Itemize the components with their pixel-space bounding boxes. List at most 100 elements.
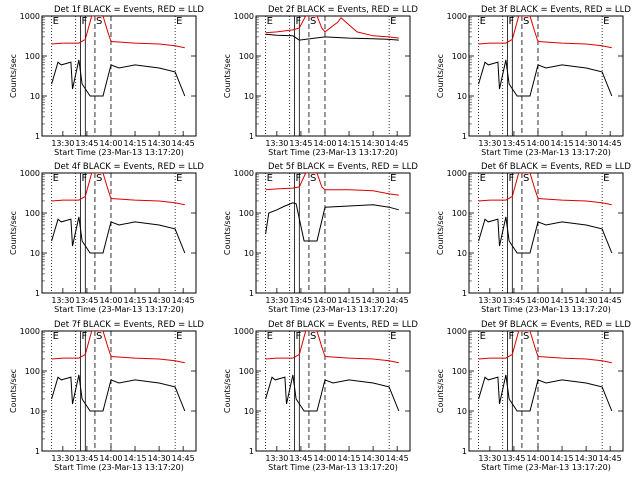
x-tick-label: 14:00 (526, 296, 549, 305)
flag-letter: F (82, 331, 88, 342)
lld-series-line (478, 16, 612, 49)
y-tick-label: 100 (25, 367, 40, 376)
events-series-line (478, 59, 613, 97)
x-tick-label: 14:30 (362, 454, 385, 463)
x-tick-label: 13:30 (265, 139, 288, 148)
plot-frame (41, 15, 197, 137)
flag-letter: E (267, 331, 273, 342)
y-tick-label: 1000 (20, 12, 40, 21)
plot-frame (468, 172, 624, 294)
y-tick-label: 1 (35, 289, 40, 298)
x-tick-label: 14:00 (526, 454, 549, 463)
flag-letter: F (296, 331, 302, 342)
y-tick-label: 10 (457, 249, 467, 258)
panel-title: Det 4f BLACK = Events, RED = LLD (54, 162, 204, 172)
events-series-line (478, 374, 613, 412)
events-series-line (265, 374, 400, 412)
x-tick-label: 14:00 (526, 139, 549, 148)
x-tick-label: 14:45 (599, 454, 622, 463)
x-tick-label: 13:30 (51, 454, 74, 463)
x-axis-label: Start Time (23-Mar-13 13:17:20) (481, 305, 611, 314)
x-tick-label: 14:15 (338, 139, 361, 148)
x-tick-label: 13:30 (51, 139, 74, 148)
x-tick-label: 14:30 (148, 454, 171, 463)
y-tick-label: 10 (30, 407, 40, 416)
x-axis-label: Start Time (23-Mar-13 13:17:20) (268, 463, 398, 472)
x-tick-label: 14:15 (124, 139, 147, 148)
y-tick-label: 1000 (20, 169, 40, 178)
flag-letter: E (176, 173, 182, 184)
y-tick-label: 1 (35, 447, 40, 456)
x-tick-label: 14:15 (338, 296, 361, 305)
x-tick-label: 14:45 (386, 296, 409, 305)
x-tick-label: 14:45 (172, 139, 195, 148)
lld-series-line (478, 331, 612, 364)
flag-letter: E (390, 331, 396, 342)
plot-frame (468, 15, 624, 137)
y-tick-label: 10 (30, 249, 40, 258)
x-tick-label: 13:45 (502, 454, 525, 463)
y-axis-label: Counts/sec (9, 54, 18, 98)
y-tick-label: 1 (462, 132, 467, 141)
x-tick-label: 14:30 (148, 139, 171, 148)
x-tick-label: 14:30 (575, 296, 598, 305)
events-series-line (478, 216, 613, 254)
x-axis-label: Start Time (23-Mar-13 13:17:20) (481, 463, 611, 472)
y-tick-label: 1 (249, 447, 254, 456)
y-tick-label: 1 (462, 289, 467, 298)
y-tick-label: 100 (452, 367, 467, 376)
x-tick-label: 13:45 (289, 139, 312, 148)
x-tick-label: 14:15 (551, 296, 574, 305)
x-tick-label: 14:30 (362, 296, 385, 305)
plot-frame (41, 172, 197, 294)
x-tick-label: 13:45 (75, 296, 98, 305)
y-tick-label: 1 (35, 132, 40, 141)
flag-letter: S (96, 16, 102, 27)
x-tick-label: 14:45 (599, 296, 622, 305)
flag-letter: E (603, 173, 609, 184)
flag-letter: S (310, 173, 316, 184)
plot-frame (255, 172, 411, 294)
y-axis-label: Counts/sec (436, 54, 445, 98)
flag-letter: F (509, 173, 515, 184)
flag-letter: E (603, 16, 609, 27)
lld-series-line (51, 331, 185, 364)
lld-series-line (265, 16, 399, 39)
panel-title: Det 3f BLACK = Events, RED = LLD (481, 5, 631, 15)
plot-frame (41, 330, 197, 452)
flag-letter: F (509, 16, 515, 27)
x-tick-label: 14:45 (599, 139, 622, 148)
panel-title: Det 8f BLACK = Events, RED = LLD (268, 320, 418, 330)
x-tick-label: 14:00 (99, 296, 122, 305)
flag-letter: E (267, 173, 273, 184)
y-tick-label: 1000 (234, 169, 254, 178)
x-tick-label: 14:00 (99, 139, 122, 148)
x-axis-label: Start Time (23-Mar-13 13:17:20) (481, 148, 611, 157)
y-axis-label: Counts/sec (223, 54, 232, 98)
flag-letter: S (310, 16, 316, 27)
plot-frame (255, 15, 411, 137)
y-axis-label: Counts/sec (436, 211, 445, 255)
x-tick-label: 13:30 (51, 296, 74, 305)
x-tick-label: 14:30 (575, 139, 598, 148)
y-tick-label: 10 (30, 92, 40, 101)
y-tick-label: 1000 (447, 327, 467, 336)
y-tick-label: 1000 (234, 327, 254, 336)
y-axis-label: Counts/sec (9, 369, 18, 413)
x-tick-label: 13:45 (502, 139, 525, 148)
flag-letter: E (603, 331, 609, 342)
y-tick-label: 1000 (234, 12, 254, 21)
y-tick-label: 100 (25, 52, 40, 61)
y-tick-label: 10 (244, 92, 254, 101)
x-tick-label: 13:30 (265, 296, 288, 305)
lld-series-line (265, 173, 399, 196)
events-series-line (265, 202, 399, 242)
y-tick-label: 10 (244, 249, 254, 258)
panel-title: Det 6f BLACK = Events, RED = LLD (481, 162, 631, 172)
x-tick-label: 14:45 (386, 139, 409, 148)
